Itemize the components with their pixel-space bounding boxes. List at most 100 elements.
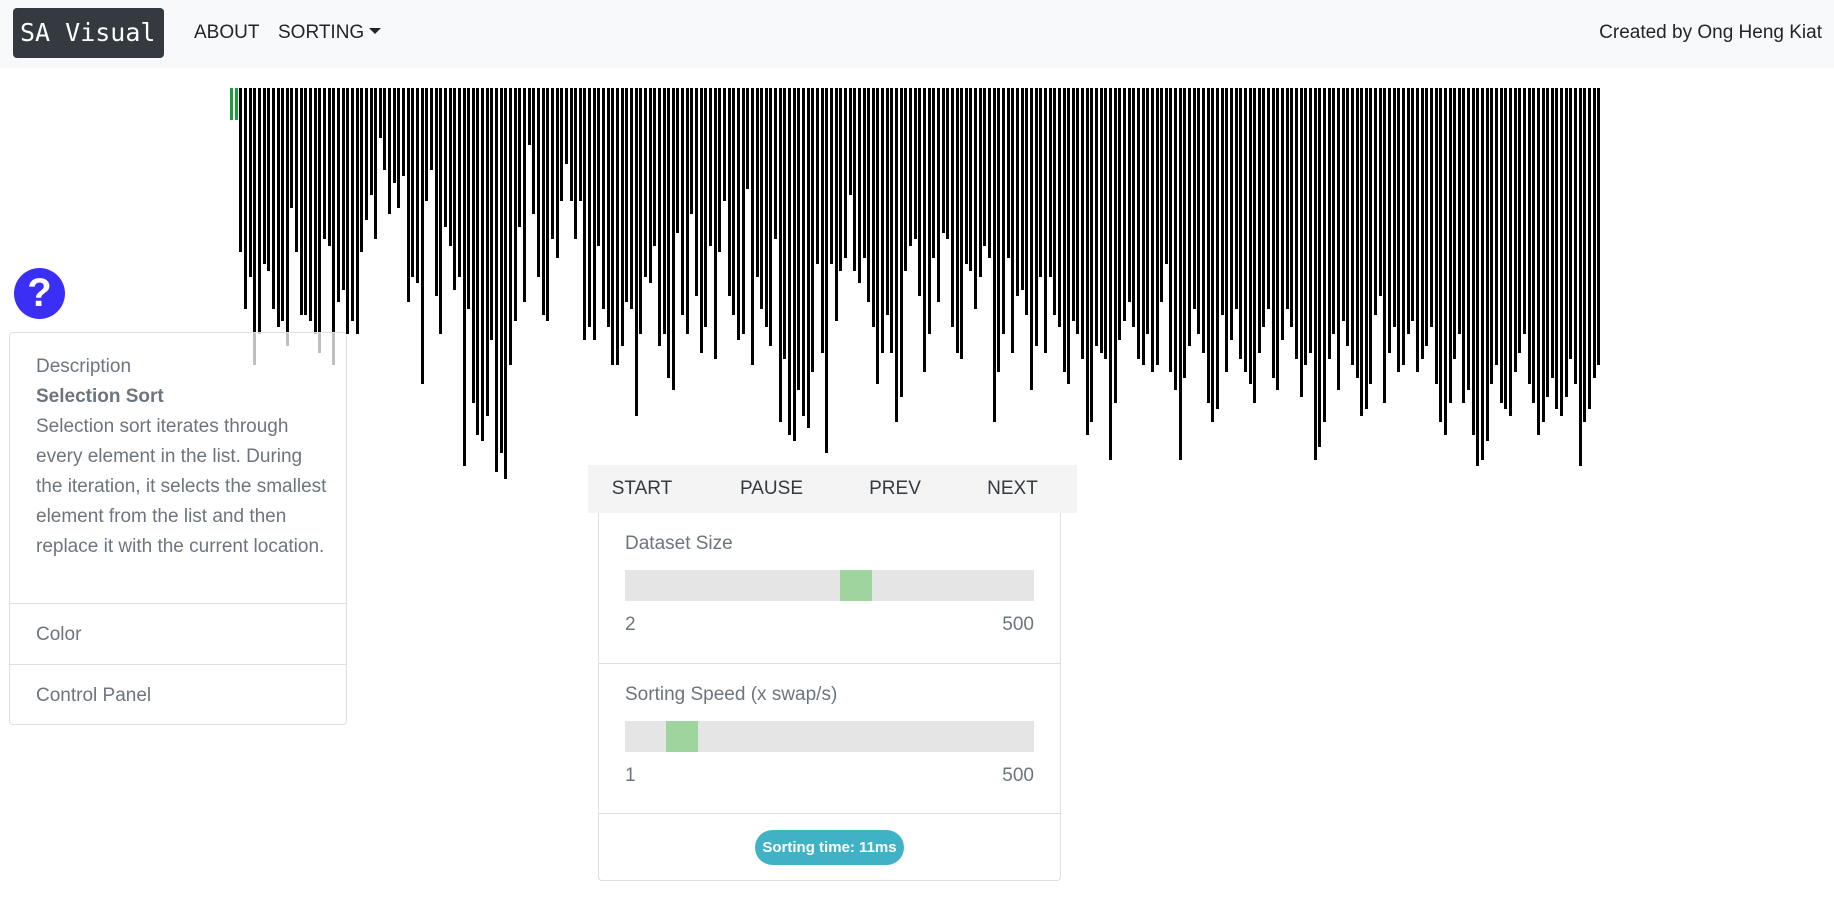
data-bar bbox=[1109, 88, 1112, 460]
data-bar bbox=[1490, 88, 1493, 384]
control-panel-section-toggle[interactable]: Control Panel bbox=[36, 685, 152, 706]
dataset-size-slider[interactable] bbox=[625, 570, 1034, 601]
data-bar bbox=[332, 88, 335, 365]
data-bar bbox=[1374, 88, 1377, 315]
data-bar bbox=[914, 88, 917, 239]
data-bar bbox=[895, 88, 898, 422]
data-bar bbox=[514, 88, 517, 321]
data-bar bbox=[383, 88, 386, 170]
data-bar bbox=[1588, 88, 1591, 409]
data-bar bbox=[783, 88, 786, 359]
data-bar bbox=[337, 88, 340, 302]
data-bar bbox=[1193, 88, 1196, 309]
data-bar bbox=[551, 88, 554, 239]
dataset-size-control: Dataset Size 2 500 bbox=[599, 513, 1060, 664]
nav-sorting-dropdown[interactable]: SORTING bbox=[278, 22, 382, 44]
data-bar bbox=[807, 88, 810, 428]
data-bar bbox=[1518, 88, 1521, 353]
data-bar bbox=[1337, 88, 1340, 390]
data-bar bbox=[1583, 88, 1586, 422]
algorithm-title: Selection Sort bbox=[36, 386, 164, 407]
data-bar bbox=[542, 88, 545, 315]
description-section[interactable]: Description Selection Sort Selection sor… bbox=[10, 333, 346, 604]
data-bar bbox=[1216, 88, 1219, 409]
data-bar bbox=[1323, 88, 1326, 422]
data-bar bbox=[1090, 88, 1093, 422]
data-bar bbox=[969, 88, 972, 271]
data-bar bbox=[1304, 88, 1307, 365]
data-bar bbox=[1383, 88, 1386, 403]
data-bar bbox=[1393, 88, 1396, 327]
next-button[interactable]: NEXT bbox=[987, 478, 1038, 499]
data-bar bbox=[835, 88, 838, 321]
sorting-speed-slider[interactable] bbox=[625, 721, 1034, 752]
data-bar bbox=[900, 88, 903, 397]
data-bar bbox=[1151, 88, 1154, 372]
data-bar bbox=[728, 88, 731, 296]
data-bar bbox=[472, 88, 475, 403]
data-bar bbox=[1174, 88, 1177, 390]
nav-about-link[interactable]: ABOUT bbox=[194, 22, 260, 43]
data-bar bbox=[714, 88, 717, 359]
data-bar bbox=[974, 88, 977, 309]
data-bar bbox=[1100, 88, 1103, 353]
data-bar bbox=[1137, 88, 1140, 359]
data-bar bbox=[1272, 88, 1275, 378]
data-bar bbox=[528, 88, 531, 145]
data-bar bbox=[1146, 88, 1149, 334]
data-bar bbox=[509, 88, 512, 365]
data-bar bbox=[1300, 88, 1303, 397]
data-bar bbox=[295, 88, 298, 252]
data-bar bbox=[1169, 88, 1172, 372]
chevron-down-icon bbox=[369, 28, 382, 34]
dataset-size-slider-thumb[interactable] bbox=[840, 570, 872, 601]
data-bar bbox=[602, 88, 605, 309]
data-bar bbox=[1281, 88, 1284, 340]
data-bar bbox=[760, 88, 763, 309]
color-section-toggle[interactable]: Color bbox=[10, 604, 346, 665]
data-bar bbox=[811, 88, 814, 372]
data-bar bbox=[1449, 88, 1452, 403]
start-button[interactable]: START bbox=[611, 478, 673, 499]
data-bar bbox=[593, 88, 596, 340]
data-bar bbox=[1555, 88, 1558, 409]
data-bar bbox=[909, 88, 912, 246]
data-bar bbox=[1211, 88, 1214, 422]
data-bar bbox=[1160, 88, 1163, 302]
data-bar bbox=[393, 88, 396, 183]
data-bar bbox=[1128, 88, 1131, 302]
data-bar bbox=[1551, 88, 1554, 378]
data-bar bbox=[686, 88, 689, 334]
data-bar bbox=[1197, 88, 1200, 334]
data-bar bbox=[611, 88, 614, 365]
data-bar bbox=[983, 88, 986, 246]
data-bar bbox=[439, 88, 442, 334]
pause-button[interactable]: PAUSE bbox=[739, 478, 803, 499]
data-bar bbox=[1132, 88, 1135, 327]
data-bar bbox=[1072, 88, 1075, 321]
data-bar bbox=[639, 88, 642, 334]
data-bar bbox=[374, 88, 377, 239]
data-bar bbox=[960, 88, 963, 359]
data-bar bbox=[537, 88, 540, 277]
data-bar bbox=[1546, 88, 1549, 397]
sorting-speed-slider-thumb[interactable] bbox=[666, 721, 698, 752]
data-bar bbox=[718, 88, 721, 252]
data-bar bbox=[495, 88, 498, 472]
data-bar bbox=[821, 88, 824, 353]
data-bar bbox=[1258, 88, 1261, 353]
data-bar bbox=[360, 88, 363, 252]
data-bar bbox=[1156, 88, 1159, 365]
data-bar bbox=[844, 88, 847, 258]
data-bar bbox=[277, 88, 280, 327]
data-bar bbox=[1565, 88, 1568, 397]
data-bar bbox=[1397, 88, 1400, 372]
brand-logo[interactable]: SA Visual bbox=[13, 8, 164, 58]
help-button[interactable]: ? bbox=[14, 268, 65, 319]
data-bar bbox=[407, 88, 410, 302]
data-bar bbox=[579, 88, 582, 201]
data-bar bbox=[1421, 88, 1424, 359]
data-bar bbox=[997, 88, 1000, 372]
sorting-speed-control: Sorting Speed (x swap/s) 1 500 bbox=[599, 664, 1060, 814]
prev-button[interactable]: PREV bbox=[869, 478, 921, 499]
